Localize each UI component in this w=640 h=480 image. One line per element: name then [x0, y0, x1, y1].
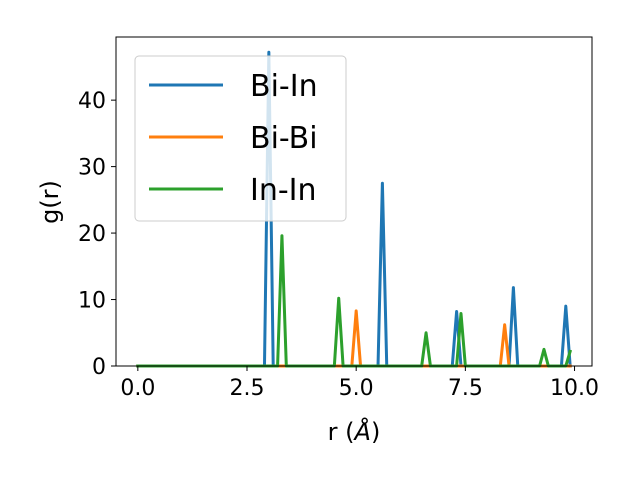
y-tick-label: 30 [78, 156, 106, 181]
legend: Bi-In Bi-Bi In-In [134, 55, 347, 222]
series-line-in-in [136, 234, 573, 368]
y-tick-label: 10 [78, 289, 106, 314]
x-axis-ticks: 0.0 2.5 5.0 7.5 10.0 [120, 366, 599, 401]
x-tick-label: 10.0 [550, 376, 599, 401]
legend-box [134, 55, 347, 222]
y-axis-label: g(r) [36, 180, 64, 224]
legend-label-bi-in: Bi-In [250, 69, 318, 104]
axes-frame [115, 36, 593, 367]
x-tick-label: 0.0 [120, 376, 155, 401]
x-axis-label: r (Å) [328, 417, 381, 446]
legend-label-bi-bi: Bi-Bi [250, 121, 318, 156]
x-tick-label: 5.0 [339, 376, 374, 401]
y-axis-ticks: 0 10 20 30 40 [78, 89, 116, 380]
y-tick-label: 40 [78, 89, 106, 114]
x-tick-label: 2.5 [230, 376, 265, 401]
y-tick-label: 0 [92, 355, 106, 380]
series-line-bi-bi [136, 309, 572, 368]
legend-label-in-in: In-In [250, 173, 317, 208]
x-tick-label: 7.5 [448, 376, 483, 401]
y-tick-label: 20 [78, 222, 106, 247]
